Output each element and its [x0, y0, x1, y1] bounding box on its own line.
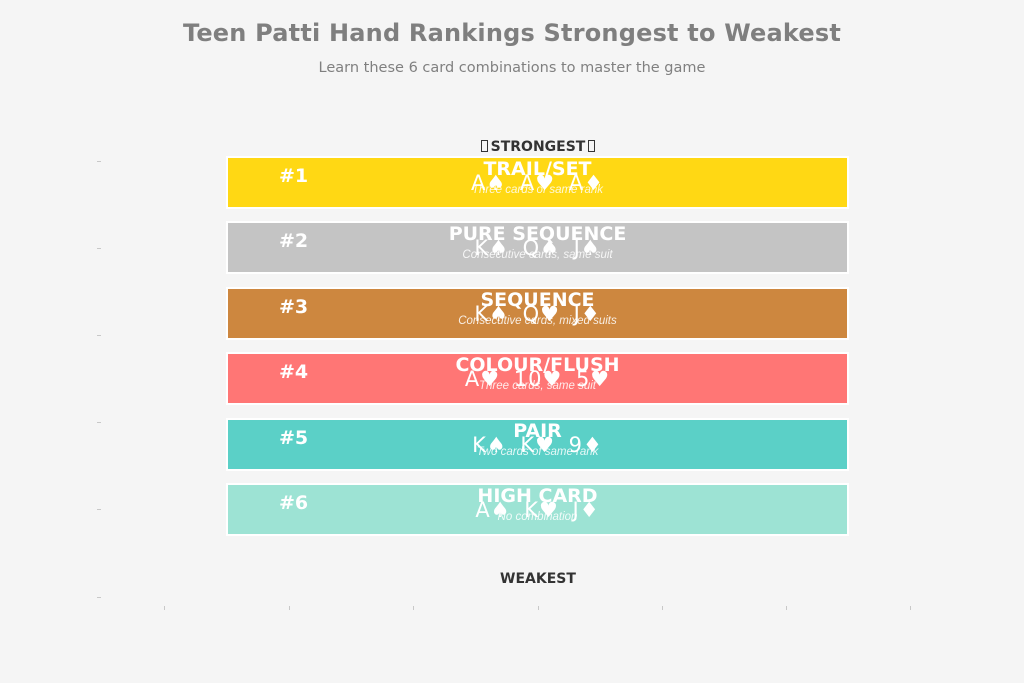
x-tick	[538, 606, 539, 610]
x-tick	[662, 606, 663, 610]
hand-description: Consecutive cards, same suit	[462, 249, 613, 261]
rank-label: #1	[279, 165, 309, 187]
weakest-label: WEAKEST	[500, 571, 576, 587]
card-example: A♠ K♥ J♦	[475, 498, 600, 522]
hand-name: SEQUENCE	[480, 289, 595, 311]
x-tick	[164, 606, 165, 610]
strongest-text: STRONGEST	[490, 139, 586, 155]
rank-label: #6	[279, 492, 309, 514]
hand-name: HIGH CARD	[477, 485, 598, 507]
hand-name: PURE SEQUENCE	[448, 223, 627, 245]
chart-title: Teen Patti Hand Rankings Strongest to We…	[182, 19, 842, 47]
hand-description: Two cards of same rank	[476, 446, 599, 458]
hand-description: Three cards of same rank	[471, 184, 604, 196]
card-example: A♠ A♥ A♦	[471, 171, 604, 195]
hand-description: No combination	[497, 511, 578, 523]
y-tick	[97, 161, 101, 162]
chart-subtitle: Learn these 6 card combinations to maste…	[318, 60, 706, 76]
hand-bar: #1 TRAIL/SET A♠ A♥ A♦ Three cards of same r…	[226, 156, 849, 209]
hand-description: Consecutive cards, mixed suits	[458, 315, 617, 327]
hand-bar: #4 COLOUR/FLUSH A♥ 10♥ 5♥ Three cards, same…	[226, 352, 849, 405]
y-tick	[97, 248, 101, 249]
card-example: K♠ Q♥ J♦	[474, 302, 601, 326]
card-example: K♠ Q♠ J♠	[474, 236, 601, 260]
strongest-label: STRONGEST	[338, 139, 738, 155]
x-tick	[289, 606, 290, 610]
hand-name: PAIR	[513, 420, 562, 442]
rank-label: #3	[279, 296, 309, 318]
rank-label: #4	[279, 361, 309, 383]
rank-label: #5	[279, 427, 309, 449]
x-tick	[786, 606, 787, 610]
x-tick	[413, 606, 414, 610]
x-tick	[910, 606, 911, 610]
card-example: K♠ K♥ 9♦	[472, 433, 603, 457]
hand-bar: #3 SEQUENCE K♠ Q♥ J♦ Consecutive cards, mix…	[226, 287, 849, 340]
y-tick	[97, 335, 101, 336]
missing-glyph-icon	[588, 140, 596, 152]
missing-glyph-icon	[480, 140, 488, 152]
hand-bar: #5 PAIR K♠ K♥ 9♦ Two cards of same rank	[226, 418, 849, 471]
hand-bar: #2 PURE SEQUENCE K♠ Q♠ J♠ Consecutive cards…	[226, 221, 849, 274]
hand-description: Three cards, same suit	[479, 380, 596, 392]
hand-name: TRAIL/SET	[483, 158, 592, 180]
rank-label: #2	[279, 230, 309, 252]
y-tick	[97, 597, 101, 598]
y-tick	[97, 422, 101, 423]
card-example: A♥ 10♥ 5♥	[464, 367, 611, 391]
hand-bar: #6 HIGH CARD A♠ K♥ J♦ No combination	[226, 483, 849, 536]
hand-name: COLOUR/FLUSH	[455, 354, 620, 376]
y-tick	[97, 509, 101, 510]
